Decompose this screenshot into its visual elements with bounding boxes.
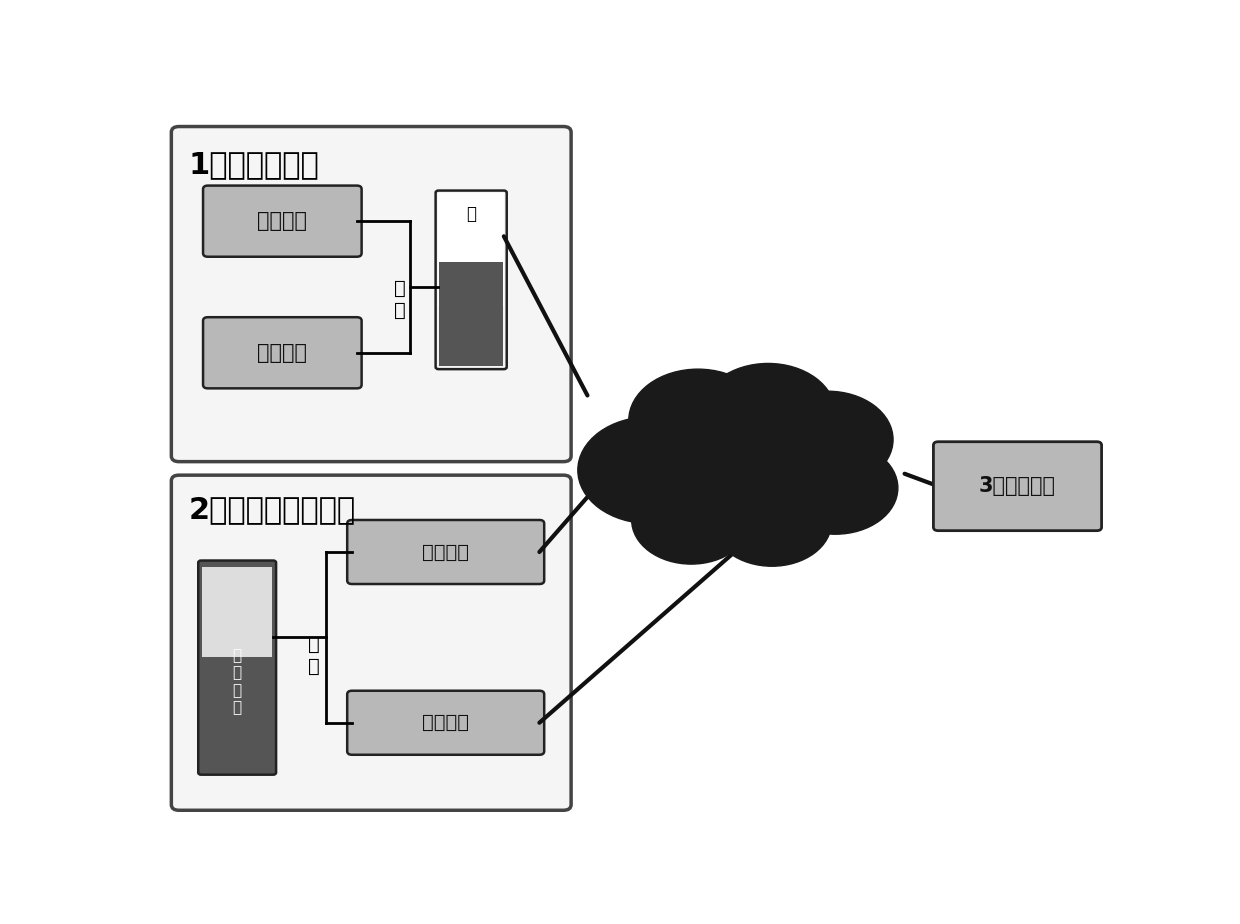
- Text: 建
模: 建 模: [394, 279, 405, 320]
- Text: 分
解: 分 解: [308, 635, 320, 675]
- Text: 间隔数据: 间隔数据: [422, 542, 469, 562]
- Text: 3、智能提醒: 3、智能提醒: [980, 476, 1056, 496]
- Circle shape: [763, 391, 893, 488]
- FancyBboxPatch shape: [347, 691, 544, 755]
- FancyBboxPatch shape: [934, 442, 1101, 530]
- Circle shape: [631, 476, 750, 564]
- Circle shape: [645, 438, 780, 538]
- FancyBboxPatch shape: [198, 561, 277, 774]
- FancyBboxPatch shape: [347, 520, 544, 584]
- Text: 间: 间: [466, 205, 476, 223]
- Circle shape: [773, 442, 898, 534]
- FancyBboxPatch shape: [203, 186, 362, 257]
- Text: 设备数据: 设备数据: [422, 713, 469, 732]
- FancyBboxPatch shape: [202, 566, 273, 657]
- Circle shape: [578, 417, 722, 524]
- FancyBboxPatch shape: [439, 193, 503, 306]
- FancyBboxPatch shape: [171, 127, 572, 462]
- Text: 2、国网典型信息表: 2、国网典型信息表: [188, 495, 356, 524]
- Text: 1、变电站数据: 1、变电站数据: [188, 150, 320, 179]
- FancyBboxPatch shape: [171, 475, 572, 810]
- Circle shape: [629, 370, 768, 471]
- FancyBboxPatch shape: [439, 261, 503, 366]
- Circle shape: [701, 363, 836, 463]
- Circle shape: [665, 403, 818, 517]
- Circle shape: [720, 408, 858, 511]
- Circle shape: [712, 478, 832, 566]
- Text: 电压等级: 电压等级: [258, 212, 308, 231]
- Text: 接线形式: 接线形式: [258, 343, 308, 363]
- Text: 典
型
信
息: 典 型 信 息: [233, 649, 242, 715]
- FancyBboxPatch shape: [203, 317, 362, 388]
